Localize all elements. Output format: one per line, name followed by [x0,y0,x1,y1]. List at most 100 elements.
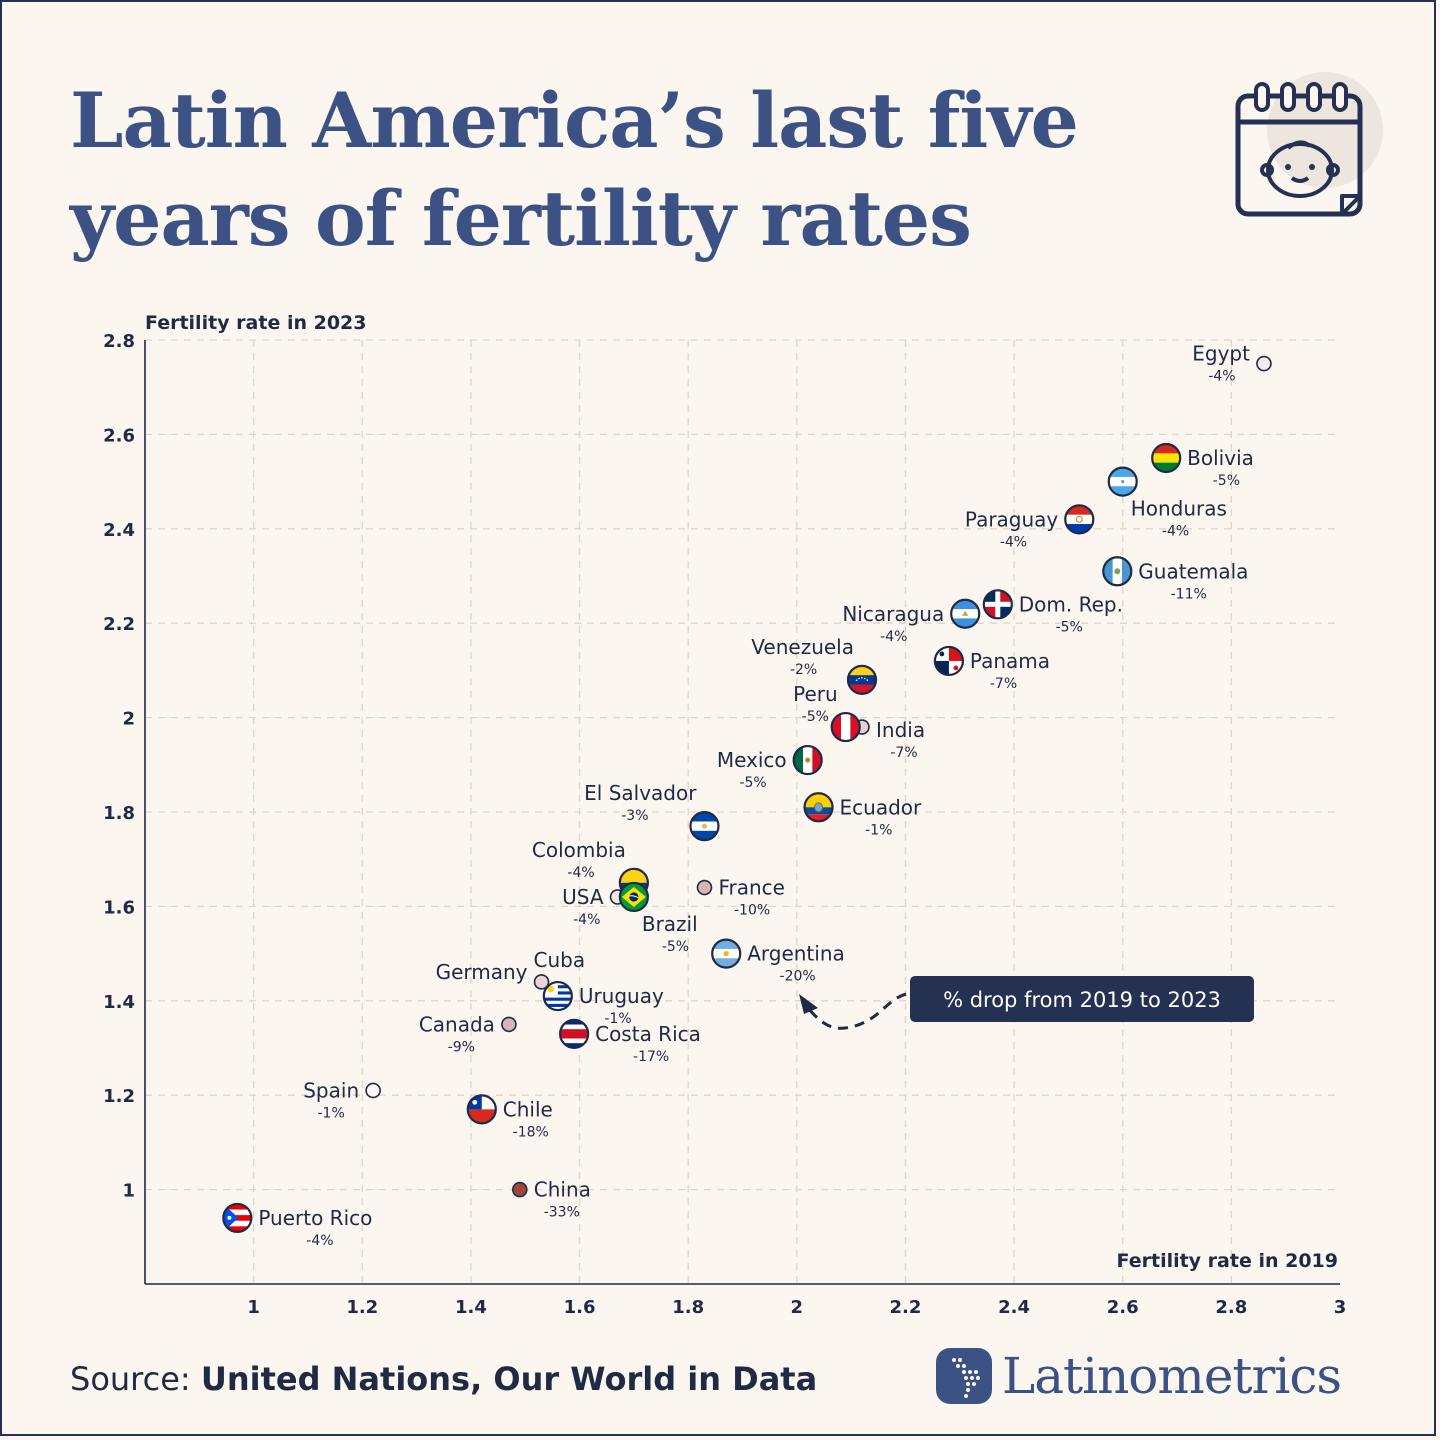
data-point: Puerto Rico -4% [222,1202,372,1249]
x-tick-label: 2.4 [998,1297,1030,1318]
point-change-label: -3% [621,808,648,824]
point-label: Puerto Rico [258,1206,372,1230]
annotation-arrow [806,992,907,1030]
point-label: Ecuador [840,795,922,819]
point-change-label: -2% [790,662,817,678]
point-label: Peru [793,682,838,706]
point-change-label: -4% [573,912,600,928]
point-change-label: -33% [544,1205,580,1221]
point-change-label: -1% [318,1105,345,1121]
point-label: Bolivia [1187,446,1254,470]
point-change-label: -4% [567,865,594,881]
latin-america-map-icon [936,1348,992,1404]
x-axis-title: Fertility rate in 2019 [1117,1250,1338,1272]
data-point: Mexico -5% [717,744,823,791]
point-label: Panama [970,649,1050,673]
data-point: Brazil -5% [618,881,698,955]
point-change-label: -7% [890,745,917,761]
point-label: Dom. Rep. [1019,592,1123,616]
data-points: Egypt -4% Bolivia -5% Honduras -4% Paraguay -4%… [222,342,1272,1249]
data-point: Venezuela -2% [751,635,878,695]
point-label: France [718,876,785,900]
x-tick-label: 2.6 [1107,1297,1139,1318]
x-tick-label: 2.8 [1215,1297,1247,1318]
data-point: El Salvador -3% [584,781,720,842]
point-change-label: -10% [734,903,770,919]
data-point: Argentina -20% [711,938,845,985]
data-point: Germany [436,960,528,984]
point-label: USA [562,885,604,909]
point-label: Chile [503,1097,553,1121]
point-change-label: -4% [1000,534,1027,550]
point-change-label: -18% [513,1124,549,1140]
point-label: Spain [303,1078,359,1102]
calendar-baby-icon [1230,70,1390,230]
point-label: Mexico [717,748,787,772]
y-tick-label: 1.6 [103,897,135,918]
point-change-label: -1% [604,1011,631,1027]
y-tick-label: 1.8 [103,803,135,824]
point-label: Canada [419,1012,495,1036]
title-line-2: years of fertility rates [70,174,972,263]
annotation: % drop from 2019 to 2023 [799,976,1254,1030]
data-point: Peru -5% [793,682,861,743]
point-label: Egypt [1192,342,1250,366]
x-tick-label: 2 [791,1297,804,1318]
annotation-box [910,976,1254,1022]
data-point: Nicaragua -4% [842,598,981,645]
point-change-label: -17% [633,1049,669,1065]
point-label: Colombia [532,838,626,862]
annotation-text: % drop from 2019 to 2023 [943,988,1221,1012]
x-tick-label: 3 [1334,1297,1347,1318]
y-tick-label: 2.4 [103,520,135,541]
y-tick-label: 2 [122,709,135,730]
point-change-label: -11% [1171,586,1207,602]
point-change-label: -5% [802,709,829,725]
axes: 1 1.2 1.4 1.6 1.8 2 2.2 2.4 2.6 2.8 3 1 1.2 1.4 1.6 1.8… [103,312,1346,1318]
point-change-label: -7% [990,676,1017,692]
x-tick-label: 1 [247,1297,260,1318]
point-label: Guatemala [1138,559,1248,583]
point-label: Venezuela [751,635,854,659]
data-point: Cuba [534,948,586,990]
chart-title: Latin America’s last five years of ferti… [70,72,1130,268]
point-change-label: -5% [1056,619,1083,635]
point-change-label: -20% [780,969,816,985]
data-point: Egypt -4% [1192,342,1272,385]
point-change-label: -1% [865,822,892,838]
y-axis-title: Fertility rate in 2023 [145,312,366,334]
x-tick-label: 1.8 [672,1297,704,1318]
data-point: Bolivia -5% [1151,442,1254,489]
data-point: Honduras -4% [1107,466,1227,540]
title-line-1: Latin America’s last five [70,76,1079,165]
data-point: Spain -1% [303,1078,381,1121]
data-point: India -7% [854,718,925,761]
data-point: USA -4% [562,885,626,928]
y-tick-label: 1.4 [103,992,135,1013]
point-label: Honduras [1131,497,1227,521]
x-tick-label: 2.2 [890,1297,922,1318]
point-change-label: -5% [1213,473,1240,489]
data-point: Chile -18% [466,1094,553,1140]
y-tick-label: 2.8 [103,331,135,352]
source-names: United Nations, Our World in Data [200,1360,818,1398]
point-label: Brazil [642,912,698,936]
point-label: Argentina [747,942,845,966]
grid [145,339,1340,1284]
data-point: China -33% [511,1178,591,1221]
point-change-label: -4% [1162,524,1189,540]
x-tick-label: 1.2 [346,1297,378,1318]
point-label: Costa Rica [595,1022,701,1046]
x-tick-label: 1.6 [564,1297,596,1318]
point-label: Cuba [534,948,586,972]
y-tick-label: 2.6 [103,425,135,446]
data-point: Uruguay -1% [542,980,664,1027]
point-change-label: -4% [1208,369,1235,385]
y-tick-label: 2.2 [103,614,135,635]
point-change-label: -4% [880,629,907,645]
point-label: Paraguay [965,507,1059,531]
source-prefix: Source: [70,1360,201,1398]
point-change-label: -4% [306,1233,333,1249]
brand-name: Latinometrics [1002,1347,1342,1405]
